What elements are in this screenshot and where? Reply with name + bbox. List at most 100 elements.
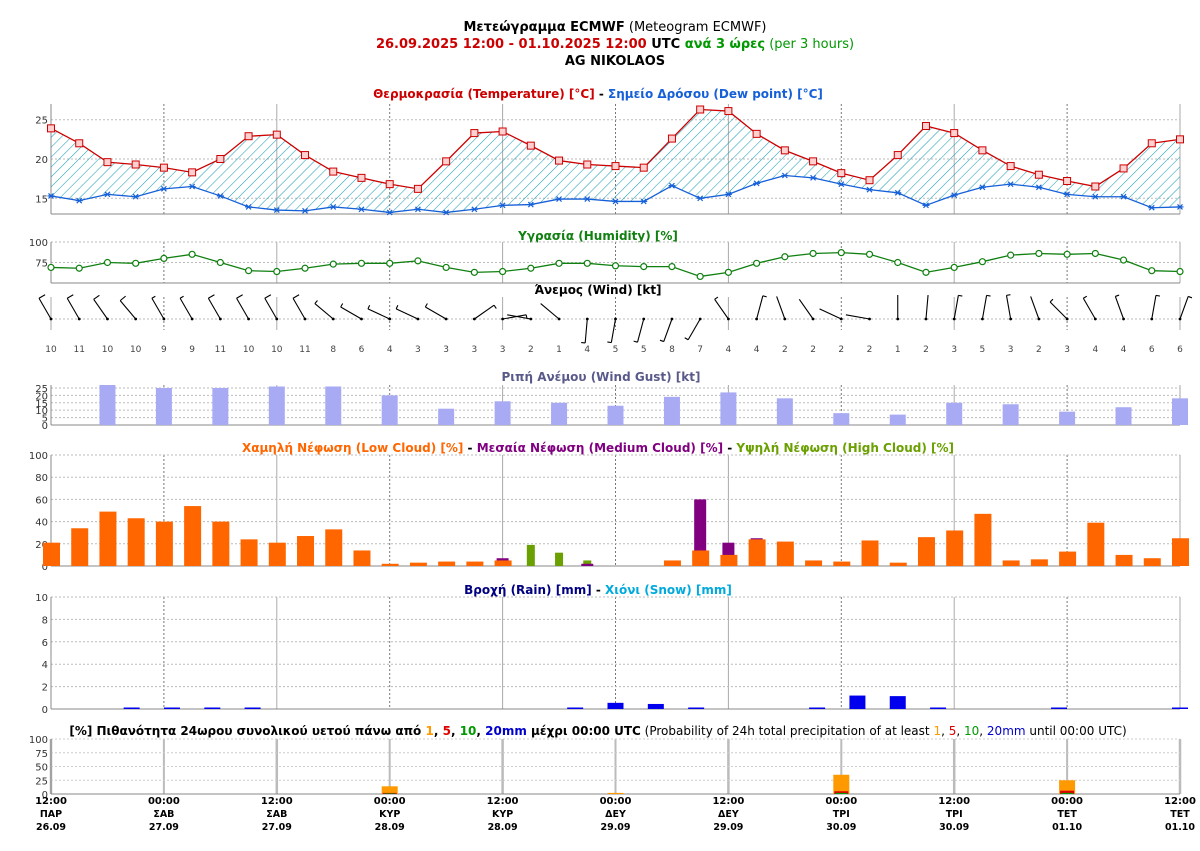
- gust-bar: [268, 386, 285, 425]
- temperature-point: [555, 156, 564, 165]
- title-date-range: 26.09.2025 12:00 - 01.10.2025 12:00: [376, 37, 647, 52]
- title-step: ανά 3 ώρες: [685, 37, 765, 52]
- humidity-point: [696, 272, 704, 281]
- temperature-point: [188, 168, 197, 177]
- humidity-title: Υγρασία (Humidity) [%]: [517, 229, 678, 243]
- time-label: 12:00: [938, 796, 970, 807]
- low-cloud-bar: [438, 561, 456, 566]
- low-cloud-bar: [99, 511, 117, 566]
- wind-barb: [367, 304, 392, 321]
- rain-bar: [849, 695, 866, 709]
- low-cloud-bar: [776, 541, 794, 566]
- temperature-point: [611, 162, 620, 171]
- gust-bar: [720, 392, 737, 425]
- rain-bar: [244, 707, 261, 709]
- low-cloud-bar: [1059, 551, 1077, 566]
- dewpoint-point: [132, 193, 140, 200]
- wind-speed-label: 3: [415, 345, 421, 355]
- date-label: 30.09: [939, 822, 969, 833]
- humidity-point: [75, 264, 83, 272]
- medium-cloud-title: Μεσαία Νέφωση (Medium Cloud) [%]: [477, 441, 723, 455]
- probability-title-part: ,: [956, 724, 964, 738]
- temperature-point: [357, 173, 366, 182]
- temperature-point: [978, 146, 987, 155]
- low-cloud-bar: [184, 506, 202, 566]
- rain-bar: [607, 702, 624, 709]
- humidity-point: [978, 258, 987, 266]
- temperature-point: [667, 134, 676, 143]
- probability-bar: [607, 792, 624, 794]
- probability-title: [%] Πιθανότητα 24ωρου συνολικού υετού πά…: [69, 724, 1126, 738]
- gust-bar: [1059, 411, 1076, 425]
- dewpoint-point: [1148, 204, 1156, 211]
- svg-text:Θερμοκρασία (Temperature) [°C]: Θερμοκρασία (Temperature) [°C] - Σημείο …: [373, 87, 823, 101]
- probability-title-part: μέχρι 00:00 UTC: [527, 724, 641, 738]
- wind-speed-label: 3: [1064, 345, 1070, 355]
- temperature-point: [893, 151, 902, 160]
- wind-barb: [755, 295, 767, 321]
- wind-barb: [207, 294, 222, 321]
- probability-title-part: 1: [933, 724, 941, 738]
- wind-speed-label: 9: [161, 345, 167, 355]
- wind-barb: [1030, 296, 1041, 321]
- temperature-point: [809, 157, 818, 166]
- wind-barb: [896, 295, 900, 321]
- date-label: 30.09: [826, 822, 856, 833]
- low-cloud-title: Χαμηλή Νέφωση (Low Cloud) [%]: [242, 441, 463, 455]
- probability-bar: [1059, 780, 1076, 794]
- gust-axis-tick: 0: [42, 421, 48, 432]
- wind-speed-label: 5: [613, 345, 619, 355]
- low-cloud-bar: [155, 521, 173, 566]
- wind-barb: [819, 308, 843, 321]
- probability-axis-tick: 100: [29, 735, 48, 746]
- rain-bar: [930, 707, 947, 709]
- wind-speed-label: 4: [726, 345, 732, 355]
- svg-text:Χαμηλή Νέφωση (Low Cloud) [%]: Χαμηλή Νέφωση (Low Cloud) [%] - Μεσαία Ν…: [242, 441, 954, 455]
- temperature-point: [583, 160, 592, 169]
- low-cloud-bar: [1115, 554, 1133, 566]
- humidity-point: [442, 263, 450, 272]
- wind-barb: [340, 303, 363, 321]
- humidity-point: [1007, 251, 1015, 259]
- wind-speed-label: 3: [500, 345, 506, 355]
- wind-speed-label: 2: [838, 345, 844, 355]
- probability-title-part: 10: [460, 724, 477, 738]
- dewpoint-point: [1007, 181, 1015, 188]
- probability-title-part: ,: [451, 724, 460, 738]
- humidity-point: [414, 257, 422, 265]
- date-label: 27.09: [262, 822, 292, 833]
- date-label: 29.09: [713, 822, 743, 833]
- wind-barb: [292, 294, 307, 321]
- wind-speed-label: 1: [895, 345, 901, 355]
- temperature-point: [696, 105, 705, 114]
- time-label: 00:00: [148, 796, 180, 807]
- dewpoint-point: [668, 182, 676, 189]
- time-label: 00:00: [374, 796, 406, 807]
- temperature-point: [413, 184, 422, 193]
- wind-speed-label: 9: [189, 345, 195, 355]
- wind-speed-label: 2: [923, 345, 929, 355]
- time-label: 12:00: [1164, 796, 1196, 807]
- low-cloud-bar: [212, 521, 230, 566]
- title-step-en: (per 3 hours): [765, 37, 854, 52]
- wind-barb: [1114, 294, 1125, 321]
- high-cloud-bar: [583, 560, 592, 566]
- dewpoint-point: [809, 174, 817, 181]
- dewpoint-point: [103, 191, 111, 198]
- high-cloud-bar: [526, 544, 535, 566]
- wind-barb: [981, 294, 991, 321]
- meteogram-title: Μετεώγραμμα ECMWF (Meteogram ECMWF) 26.0…: [376, 20, 854, 69]
- wind-speed-label: 3: [472, 345, 478, 355]
- probability-axis-tick: 0: [42, 790, 48, 801]
- rain-bar: [1051, 707, 1068, 709]
- low-cloud-bar: [720, 554, 738, 566]
- precip-axis-tick: 10: [35, 593, 48, 604]
- wind-speed-label: 11: [299, 345, 310, 355]
- day-label: ΤΕΤ: [1057, 809, 1077, 820]
- temperature-dewpoint-spread: [51, 109, 1180, 213]
- temperature-point: [837, 169, 846, 178]
- humidity-point: [499, 267, 507, 276]
- time-label: 12:00: [487, 796, 519, 807]
- humidity-point: [470, 268, 478, 276]
- temperature-point: [131, 160, 140, 169]
